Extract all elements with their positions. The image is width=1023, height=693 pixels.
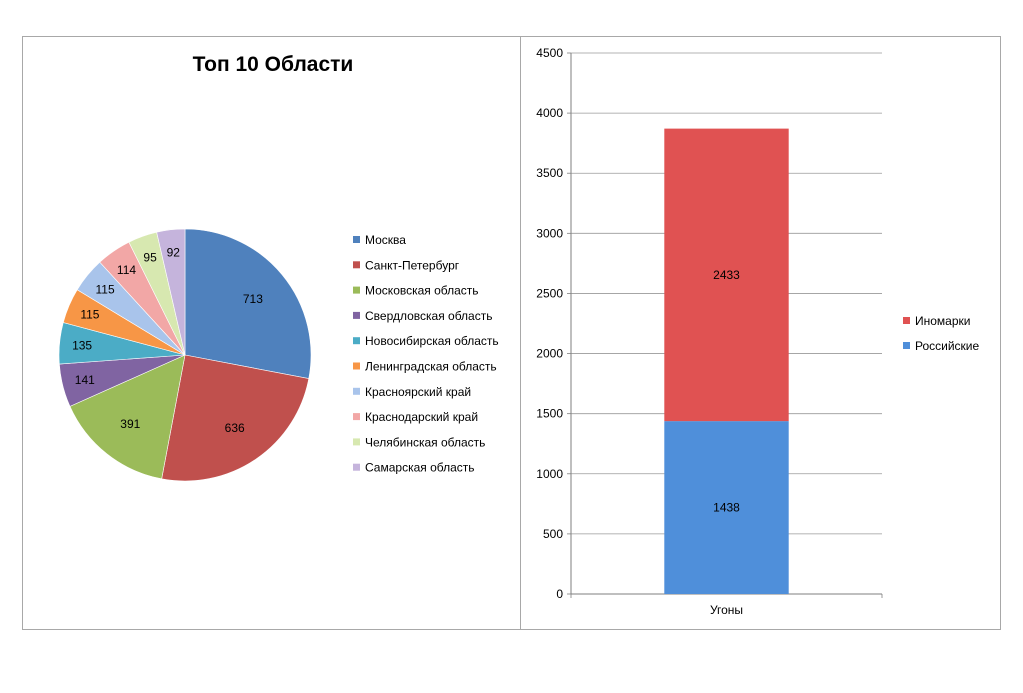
bar-data-label: 2433 bbox=[713, 268, 740, 282]
pie-data-label: 115 bbox=[96, 283, 115, 297]
bar-segment-rossiyskie bbox=[664, 421, 789, 594]
y-tick-label: 2000 bbox=[536, 347, 563, 361]
pie-data-label: 115 bbox=[80, 308, 99, 322]
pie-data-label: 636 bbox=[225, 421, 245, 435]
legend-swatch bbox=[903, 317, 910, 324]
legend-swatch bbox=[353, 413, 360, 421]
bar-chart-panel: 0 500 1000 1500 2000 2500 3000 3500 4000 4500 Угон… bbox=[520, 36, 1001, 630]
y-tick-label: 4000 bbox=[536, 106, 563, 120]
bar-segment-inomarki bbox=[664, 128, 789, 422]
stacked-bar-chart: 0 500 1000 1500 2000 2500 3000 3500 4000 4500 Угон… bbox=[536, 46, 980, 617]
legend-label-inomarki: Иномарки bbox=[915, 314, 970, 328]
y-tick-label: 500 bbox=[543, 527, 563, 541]
legend-label-rossiyskie: Российские bbox=[915, 339, 980, 353]
pie-slice-moskva bbox=[184, 228, 312, 379]
pie-data-label: 114 bbox=[117, 263, 136, 277]
legend-swatch bbox=[353, 311, 360, 319]
pie-slice-samarskaya-oblast bbox=[156, 228, 186, 356]
legend-swatch bbox=[353, 236, 360, 243]
y-tick-label: 3500 bbox=[536, 166, 563, 180]
legend-label-novosibirskaya-oblast: Новосибирская область bbox=[365, 334, 499, 348]
pie-chart-title: Топ 10 Области bbox=[193, 53, 354, 76]
pie-data-label: 92 bbox=[167, 245, 181, 259]
pie-data-label: 713 bbox=[243, 292, 263, 306]
legend-swatch bbox=[353, 261, 360, 269]
y-tick-label: 1500 bbox=[536, 407, 563, 421]
legend-swatch bbox=[353, 286, 360, 294]
pie-data-label: 141 bbox=[75, 373, 95, 387]
y-tick-label: 4500 bbox=[536, 46, 563, 60]
legend-label-samarskaya-oblast: Самарская область bbox=[365, 461, 475, 475]
y-tick-label: 3000 bbox=[536, 226, 563, 240]
legend-label-leningradskaya-oblast: Ленинградская область bbox=[365, 360, 497, 374]
pie-chart-panel: Топ 10 Области 713 636 391 141 135 115 115 114 9… bbox=[22, 36, 522, 630]
legend-swatch bbox=[903, 342, 910, 349]
pie-data-label: 95 bbox=[143, 251, 157, 265]
legend-swatch bbox=[353, 387, 360, 395]
legend-label-krasnoyarskiy-kray: Красноярский край bbox=[365, 385, 471, 399]
legend-label-sankt-peterburg: Санкт-Петербург bbox=[365, 258, 460, 272]
legend-swatch bbox=[353, 463, 360, 471]
legend-label-sverdlovskaya-oblast: Свердловская область bbox=[365, 309, 492, 323]
legend-swatch bbox=[353, 337, 360, 345]
bar-data-label: 1438 bbox=[713, 501, 740, 515]
pie-data-label: 135 bbox=[72, 338, 92, 352]
legend-label-moskva: Москва bbox=[365, 233, 406, 247]
y-tick-label: 2500 bbox=[536, 286, 563, 300]
pie-chart: Топ 10 Области 7136363911411351151151149… bbox=[58, 53, 499, 482]
legend-swatch bbox=[353, 438, 360, 446]
pie-slice-moskovskaya-oblast bbox=[69, 354, 186, 480]
y-tick-label: 1000 bbox=[536, 467, 563, 481]
legend-label-chelyabinskaya-oblast: Челябинская область bbox=[365, 435, 485, 449]
pie-slice-sankt-peterburg bbox=[161, 354, 310, 482]
legend-label-krasnodarskiy-kray: Краснодарский край bbox=[365, 410, 478, 424]
legend-label-moskovskaya-oblast: Московская область bbox=[365, 284, 479, 298]
pie-data-label: 391 bbox=[120, 417, 140, 431]
y-tick-label: 0 bbox=[556, 587, 563, 601]
x-category-label: Угоны bbox=[710, 603, 743, 617]
legend-swatch bbox=[353, 362, 360, 370]
